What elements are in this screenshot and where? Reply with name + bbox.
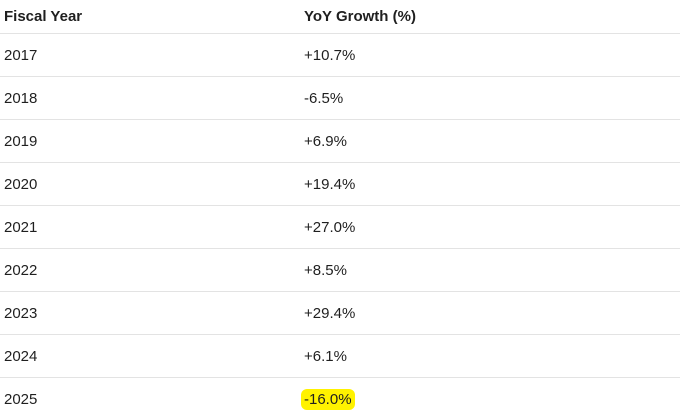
year-cell: 2020 — [0, 163, 304, 206]
growth-cell: +19.4% — [304, 163, 680, 206]
growth-cell: +27.0% — [304, 206, 680, 249]
growth-value: +27.0% — [301, 217, 358, 238]
table-row: 2017 +10.7% — [0, 34, 680, 77]
year-cell: 2025 — [0, 378, 304, 420]
growth-cell: +10.7% — [304, 34, 680, 77]
year-cell: 2018 — [0, 77, 304, 120]
growth-value: +6.9% — [301, 131, 350, 152]
growth-cell: +6.9% — [304, 120, 680, 163]
year-cell: 2023 — [0, 292, 304, 335]
growth-cell: +6.1% — [304, 335, 680, 378]
growth-value: +10.7% — [301, 45, 358, 66]
growth-cell: +8.5% — [304, 249, 680, 292]
growth-value-highlighted: -16.0% — [301, 389, 355, 410]
year-cell: 2017 — [0, 34, 304, 77]
growth-cell: +29.4% — [304, 292, 680, 335]
table-row: 2022 +8.5% — [0, 249, 680, 292]
growth-value: +29.4% — [301, 303, 358, 324]
table-row: 2020 +19.4% — [0, 163, 680, 206]
growth-value: +19.4% — [301, 174, 358, 195]
growth-value: +6.1% — [301, 346, 350, 367]
table-row: 2025 -16.0% — [0, 378, 680, 420]
header-yoy-growth: YoY Growth (%) — [304, 0, 680, 34]
year-cell: 2024 — [0, 335, 304, 378]
year-cell: 2021 — [0, 206, 304, 249]
table-header-row: Fiscal Year YoY Growth (%) — [0, 0, 680, 34]
table-row: 2024 +6.1% — [0, 335, 680, 378]
table-row: 2018 -6.5% — [0, 77, 680, 120]
growth-value: +8.5% — [301, 260, 350, 281]
growth-value: -6.5% — [301, 88, 346, 109]
table-row: 2021 +27.0% — [0, 206, 680, 249]
table-row: 2023 +29.4% — [0, 292, 680, 335]
year-cell: 2022 — [0, 249, 304, 292]
growth-cell: -6.5% — [304, 77, 680, 120]
growth-cell: -16.0% — [304, 378, 680, 420]
year-cell: 2019 — [0, 120, 304, 163]
header-fiscal-year: Fiscal Year — [0, 0, 304, 34]
table-row: 2019 +6.9% — [0, 120, 680, 163]
